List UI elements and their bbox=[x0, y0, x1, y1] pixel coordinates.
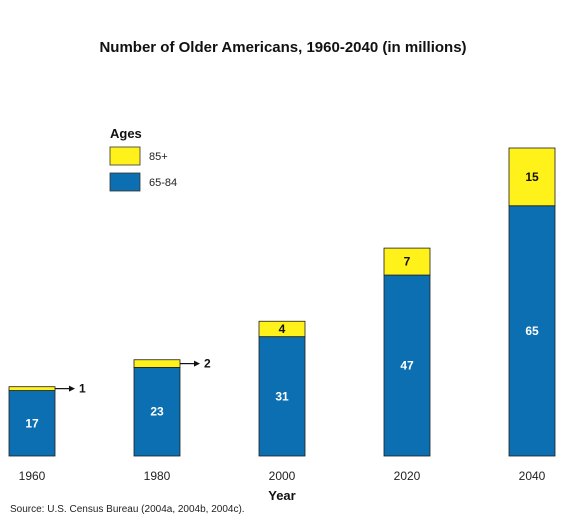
chart-title: Number of Older Americans, 1960-2040 (in… bbox=[99, 39, 466, 56]
legend: Ages 85+ 65-84 bbox=[109, 126, 177, 192]
x-tick-label-2040: 2040 bbox=[519, 469, 546, 483]
x-axis-title: Year bbox=[268, 488, 295, 503]
bar-label-85-plus-2020: 7 bbox=[404, 255, 411, 269]
bar-85-plus-2000 bbox=[258, 320, 306, 338]
bar-label-85-plus-1980: 2 bbox=[204, 357, 211, 371]
x-tick-label-1980: 1980 bbox=[144, 469, 171, 483]
legend-title: Ages bbox=[110, 126, 142, 141]
legend-label-65-84: 65-84 bbox=[149, 177, 177, 189]
bar-65-84-1980 bbox=[133, 367, 181, 457]
x-tick-label-2000: 2000 bbox=[269, 469, 296, 483]
bar-label-65-84-1960: 17 bbox=[25, 416, 39, 430]
x-tick-label-2020: 2020 bbox=[394, 469, 421, 483]
bar-85-plus-2040 bbox=[508, 147, 556, 207]
bar-label-65-84-1980: 23 bbox=[150, 405, 164, 419]
bar-85-plus-1980 bbox=[133, 359, 181, 368]
bar-label-65-84-2000: 31 bbox=[275, 389, 289, 403]
bars-group: 17 1 23 2 31 4 47 7 65 15 bbox=[8, 147, 556, 457]
bar-label-85-plus-2040: 15 bbox=[525, 170, 539, 184]
bar-label-65-84-2020: 47 bbox=[400, 359, 414, 373]
callout-arrow-icon bbox=[194, 360, 200, 367]
callout-arrow-icon bbox=[69, 385, 75, 392]
bar-65-84-2000 bbox=[258, 336, 306, 457]
bar-85-plus-1960 bbox=[8, 386, 56, 391]
bar-label-85-plus-2000: 4 bbox=[279, 322, 286, 336]
bar-label-65-84-2040: 65 bbox=[525, 324, 539, 338]
source-note: Source: U.S. Census Bureau (2004a, 2004b… bbox=[10, 504, 245, 515]
bar-65-84-1960 bbox=[8, 390, 56, 457]
bar-85-plus-2020 bbox=[383, 247, 431, 276]
legend-label-85-plus: 85+ bbox=[149, 151, 168, 163]
bar-label-85-plus-1960: 1 bbox=[79, 382, 86, 396]
x-tick-labels: 1960 1980 2000 2020 2040 bbox=[19, 469, 546, 483]
legend-swatch-85-plus bbox=[109, 146, 141, 166]
legend-swatch-65-84 bbox=[109, 172, 141, 192]
x-tick-label-1960: 1960 bbox=[19, 469, 46, 483]
